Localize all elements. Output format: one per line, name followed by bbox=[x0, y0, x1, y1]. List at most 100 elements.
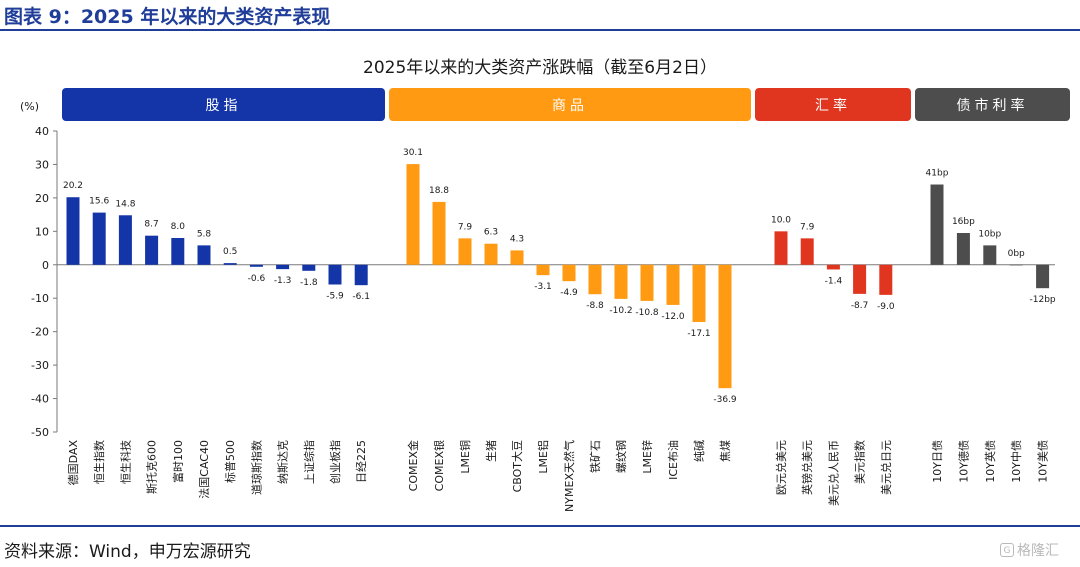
top-rule bbox=[0, 29, 1080, 31]
bar bbox=[1009, 264, 1023, 266]
data-label: 0.5 bbox=[223, 247, 237, 257]
category-label: NYMEX天然气 bbox=[562, 440, 576, 512]
category-label: 恒生指数 bbox=[92, 440, 106, 484]
category-label: 美元指数 bbox=[853, 440, 867, 484]
category-label: 10Y英债 bbox=[983, 440, 997, 483]
category-label: 创业板指 bbox=[328, 440, 342, 484]
bar bbox=[774, 231, 788, 265]
data-label: 7.9 bbox=[800, 222, 815, 232]
bar-chart: 2025年以来的大类资产涨跌幅（截至6月2日） (%) 股指 商品 汇率 债市利率 4… bbox=[20, 58, 1070, 512]
bar bbox=[118, 215, 132, 265]
bar bbox=[171, 238, 185, 265]
category-label: 10Y日债 bbox=[930, 440, 944, 483]
data-label: 20.2 bbox=[63, 181, 83, 191]
category-label: 10Y美债 bbox=[1036, 440, 1050, 483]
group-header-rates bbox=[915, 88, 1070, 121]
data-label: -17.1 bbox=[687, 329, 710, 339]
category-label: 上证综指 bbox=[302, 440, 316, 484]
y-tick-label: 10 bbox=[35, 225, 49, 238]
y-axis-unit: (%) bbox=[20, 100, 39, 113]
bar bbox=[536, 264, 550, 276]
data-label: -5.9 bbox=[326, 292, 344, 302]
group-header-equity bbox=[62, 88, 385, 121]
category-label: 道琼斯指数 bbox=[249, 440, 263, 495]
group-header-label: 股指 bbox=[206, 98, 242, 114]
bar bbox=[930, 184, 944, 265]
category-label: 生猪 bbox=[484, 440, 498, 462]
bar bbox=[666, 264, 680, 305]
figure-title: 图表 9：2025 年以来的大类资产表现 bbox=[4, 6, 331, 28]
category-label: 螺纹钢 bbox=[614, 440, 628, 473]
y-tick-label: -10 bbox=[31, 292, 49, 305]
y-tick-label: -30 bbox=[31, 359, 49, 372]
data-label: 18.8 bbox=[429, 186, 449, 196]
y-tick-label: -20 bbox=[31, 326, 49, 339]
data-label: -3.1 bbox=[534, 282, 552, 292]
bar bbox=[432, 201, 446, 265]
group-header-fx bbox=[755, 88, 911, 121]
watermark-logo-icon: G bbox=[1000, 543, 1014, 557]
watermark-text: 格隆汇 bbox=[1017, 543, 1059, 559]
bar bbox=[826, 264, 840, 270]
data-label: 7.9 bbox=[458, 222, 473, 232]
bar bbox=[66, 197, 80, 265]
category-label: 10Y中债 bbox=[1009, 440, 1023, 483]
data-label: 8.0 bbox=[171, 222, 186, 232]
bar bbox=[692, 264, 706, 322]
data-label: -4.9 bbox=[560, 288, 578, 298]
bar bbox=[92, 212, 106, 265]
bar bbox=[510, 250, 524, 265]
bar bbox=[276, 264, 290, 270]
data-label: 0bp bbox=[1008, 249, 1025, 259]
data-label: 30.1 bbox=[403, 148, 423, 158]
category-label: 英镑兑美元 bbox=[800, 440, 814, 495]
data-label: 41bp bbox=[926, 169, 949, 179]
category-label: CBOT大豆 bbox=[510, 440, 524, 492]
watermark: G 格隆汇 bbox=[1000, 540, 1059, 560]
data-label: -10.8 bbox=[635, 308, 659, 318]
y-tick-label: -40 bbox=[31, 393, 49, 406]
data-label: -8.8 bbox=[586, 301, 604, 311]
bar bbox=[640, 264, 654, 301]
data-label: -1.4 bbox=[825, 276, 843, 286]
data-label: 8.7 bbox=[144, 220, 158, 230]
chart-title: 2025年以来的大类资产涨跌幅（截至6月2日） bbox=[363, 58, 717, 78]
data-label: 15.6 bbox=[89, 197, 109, 207]
data-label: -1.8 bbox=[300, 278, 318, 288]
bar bbox=[853, 264, 867, 294]
data-label: -8.7 bbox=[851, 301, 869, 311]
category-label: 恒生科技 bbox=[118, 440, 132, 484]
data-label: 4.3 bbox=[510, 234, 524, 244]
bottom-rule bbox=[0, 525, 1080, 527]
y-tick-label: -50 bbox=[31, 426, 49, 439]
category-label: LME锌 bbox=[640, 440, 654, 474]
group-header-label: 汇率 bbox=[815, 97, 851, 114]
data-label: 10bp bbox=[978, 229, 1001, 239]
bar bbox=[800, 238, 814, 265]
bar bbox=[718, 264, 732, 389]
category-label: 富时100 bbox=[171, 440, 185, 483]
bar bbox=[197, 245, 211, 265]
category-label: 10Y德债 bbox=[956, 440, 970, 483]
category-label: LME铜 bbox=[458, 440, 472, 474]
data-label: 16bp bbox=[952, 217, 975, 227]
category-label: 德国DAX bbox=[66, 440, 80, 486]
category-label: 铁矿石 bbox=[589, 440, 602, 473]
bar bbox=[406, 164, 420, 265]
bar bbox=[223, 263, 237, 265]
data-label: -1.3 bbox=[274, 276, 292, 286]
bar bbox=[354, 264, 368, 286]
y-tick-label: 40 bbox=[35, 125, 49, 138]
group-header-label: 债市利率 bbox=[957, 97, 1029, 114]
category-label: 纯碱 bbox=[693, 440, 706, 462]
data-label: -6.1 bbox=[352, 292, 370, 302]
data-label: -0.6 bbox=[248, 274, 266, 284]
category-label: 欧元兑美元 bbox=[774, 440, 788, 495]
category-label: 纳斯达克 bbox=[277, 440, 290, 484]
data-label: -12bp bbox=[1030, 295, 1056, 305]
category-label: 标普500 bbox=[223, 440, 237, 483]
category-label: 斯托克600 bbox=[145, 440, 159, 494]
category-label: ICE布油 bbox=[666, 440, 680, 480]
data-label: -12.0 bbox=[661, 312, 685, 322]
category-label: 美元兑日元 bbox=[879, 440, 893, 495]
